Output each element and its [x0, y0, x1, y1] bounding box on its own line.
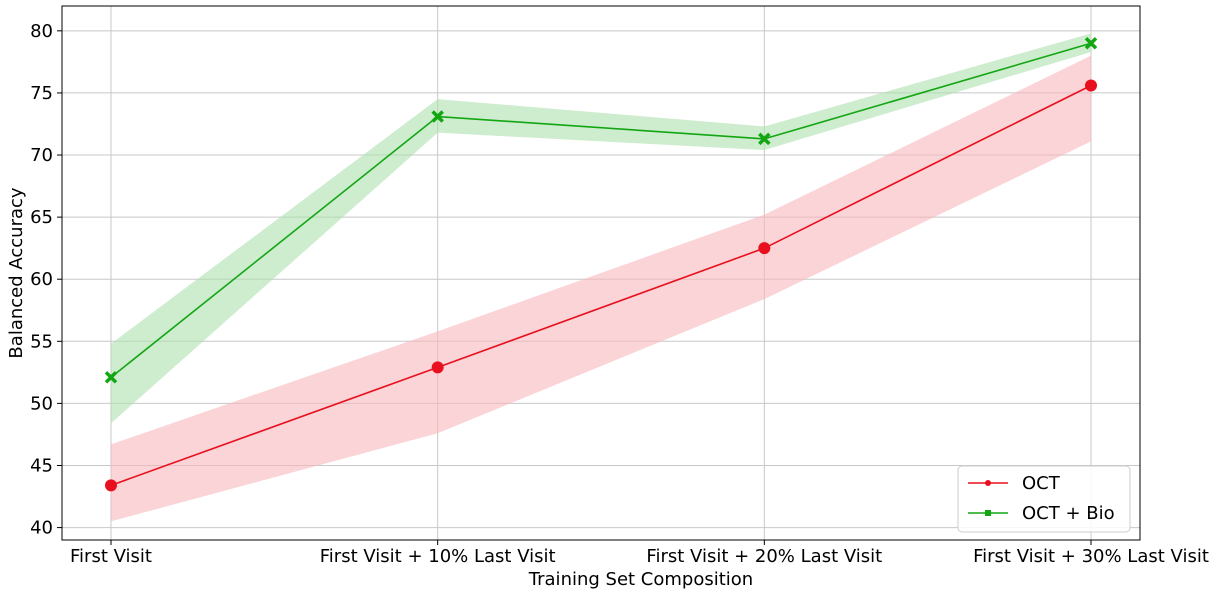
- legend: OCT OCT + Bio: [957, 465, 1131, 533]
- legend-label: OCT + Bio: [1022, 503, 1115, 524]
- y-tick-label: 50: [30, 393, 53, 414]
- y-tick-label: 70: [30, 145, 53, 166]
- y-axis-label: Balanced Accuracy: [6, 187, 27, 358]
- data-point: [1085, 79, 1097, 92]
- data-point-stroke: [104, 371, 118, 384]
- y-ticks: 40 45 50 55 60 65 70 75 80: [30, 21, 62, 539]
- plot-frame: [61, 5, 1141, 541]
- data-point-stroke: [1084, 37, 1098, 50]
- data-point-stroke: [431, 110, 444, 123]
- confidence-bands: [111, 33, 1091, 522]
- y-tick-label: 80: [30, 21, 53, 42]
- x-tick-label: First Visit + 30% Last Visit: [973, 546, 1209, 567]
- y-tick-label: 45: [30, 455, 53, 476]
- y-tick-label: 60: [30, 269, 53, 290]
- y-tick-label: 40: [30, 518, 53, 539]
- data-point: [104, 371, 118, 384]
- x-ticks: First Visit First Visit + 10% Last Visit F…: [70, 540, 1209, 567]
- x-tick-label: First Visit + 10% Last Visit: [320, 546, 556, 567]
- confidence-band: [111, 55, 1091, 522]
- legend-label: OCT: [1022, 473, 1061, 494]
- data-point: [758, 242, 771, 255]
- legend-marker: [985, 480, 991, 486]
- series-line: [110, 84, 1092, 487]
- data-point-stroke: [758, 132, 771, 146]
- legend-marker: [985, 510, 991, 516]
- x-axis-label: Training Set Composition: [528, 569, 753, 590]
- y-tick-label: 75: [30, 83, 53, 104]
- x-tick-label: First Visit: [70, 546, 152, 567]
- data-point: [431, 361, 444, 374]
- y-tick-label: 55: [30, 331, 53, 352]
- data-point: [758, 132, 771, 146]
- data-point: [1084, 37, 1098, 50]
- series-markers: [104, 37, 1098, 492]
- data-point: [431, 110, 444, 123]
- series-lines: [110, 42, 1092, 487]
- x-tick-label: First Visit + 20% Last Visit: [646, 546, 882, 567]
- data-point: [105, 479, 117, 492]
- y-tick-label: 65: [30, 207, 53, 228]
- series-line: [110, 42, 1092, 378]
